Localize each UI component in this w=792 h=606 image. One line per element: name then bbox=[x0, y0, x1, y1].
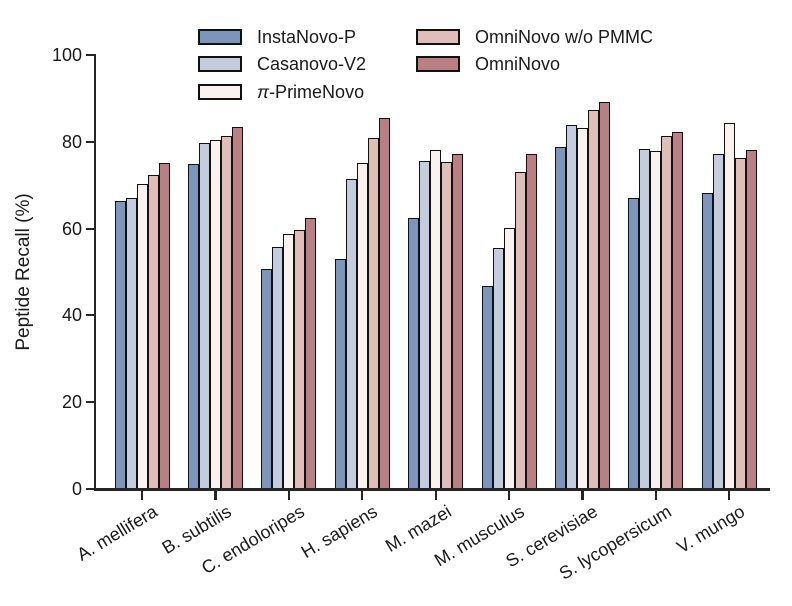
bar--primenovo bbox=[723, 123, 735, 489]
bar-instanovo-p bbox=[701, 193, 713, 489]
bar-omninovo-w-o-pmmc bbox=[147, 175, 159, 489]
y-axis-tick bbox=[86, 53, 95, 57]
x-axis-tick bbox=[507, 490, 511, 500]
bar-omninovo-w-o-pmmc bbox=[221, 135, 233, 489]
bar-omninovo-w-o-pmmc bbox=[587, 110, 599, 489]
bar--primenovo bbox=[136, 183, 148, 489]
legend-item: InstaNovo-P bbox=[198, 26, 357, 47]
bar-omninovo bbox=[158, 162, 170, 489]
legend-swatch bbox=[416, 56, 460, 73]
legend-label: Casanovo-V2 bbox=[257, 54, 367, 75]
bar-casanovo-v2 bbox=[639, 149, 651, 489]
bar-omninovo bbox=[745, 150, 757, 489]
legend-swatch bbox=[416, 28, 460, 45]
bar-instanovo-p bbox=[188, 163, 200, 489]
y-tick-label: 20 bbox=[61, 392, 82, 413]
legend-label: OmniNovo bbox=[475, 54, 561, 75]
bar-instanovo-p bbox=[481, 285, 493, 489]
bar-casanovo-v2 bbox=[272, 246, 284, 489]
x-axis-tick bbox=[581, 490, 584, 500]
bar--primenovo bbox=[430, 150, 442, 489]
bar-omninovo bbox=[232, 127, 244, 489]
legend-item: OmniNovo w/o PMMC bbox=[416, 26, 654, 47]
legend-label: π-PrimeNovo bbox=[257, 81, 365, 102]
bar-instanovo-p bbox=[261, 268, 273, 489]
x-axis-tick bbox=[654, 490, 657, 500]
legend-item: π-PrimeNovo bbox=[198, 81, 365, 102]
bar--primenovo bbox=[210, 140, 222, 489]
x-tick-label: A. mellifera bbox=[73, 501, 161, 565]
bar-instanovo-p bbox=[628, 197, 640, 489]
bar--primenovo bbox=[283, 234, 295, 489]
bar-casanovo-v2 bbox=[712, 154, 724, 489]
x-axis-line bbox=[93, 488, 770, 491]
bar--primenovo bbox=[356, 162, 368, 489]
x-axis-tick bbox=[214, 490, 217, 500]
legend-label: OmniNovo w/o PMMC bbox=[475, 26, 654, 47]
bar-casanovo-v2 bbox=[125, 198, 137, 489]
bar-casanovo-v2 bbox=[492, 248, 504, 489]
bar-omninovo-w-o-pmmc bbox=[661, 136, 673, 489]
y-axis-tick bbox=[86, 314, 95, 317]
x-axis-tick bbox=[287, 490, 291, 500]
bar--primenovo bbox=[503, 228, 515, 489]
bar--primenovo bbox=[650, 150, 662, 489]
y-axis-title: Peptide Recall (%) bbox=[13, 193, 34, 351]
bar-casanovo-v2 bbox=[565, 124, 577, 489]
bar-omninovo-w-o-pmmc bbox=[514, 172, 526, 489]
y-tick-label: 0 bbox=[71, 479, 82, 499]
y-tick-label: 80 bbox=[61, 131, 82, 152]
x-tick-label: H. sapiens bbox=[297, 501, 382, 563]
legend-label: InstaNovo-P bbox=[257, 26, 357, 47]
bar-omninovo-w-o-pmmc bbox=[294, 229, 306, 489]
bar-omninovo-w-o-pmmc bbox=[734, 157, 746, 489]
y-axis-tick bbox=[86, 401, 95, 404]
bar-omninovo bbox=[452, 153, 464, 489]
bar-omninovo bbox=[305, 218, 317, 489]
bar-instanovo-p bbox=[554, 146, 566, 489]
x-axis-tick bbox=[361, 490, 364, 500]
x-axis-tick bbox=[728, 490, 731, 500]
legend-swatch bbox=[198, 56, 242, 73]
y-axis-tick bbox=[86, 227, 95, 230]
legend-swatch bbox=[198, 28, 242, 45]
y-tick-label: 40 bbox=[61, 305, 82, 326]
bar-omninovo bbox=[525, 154, 537, 489]
bar-instanovo-p bbox=[408, 217, 420, 489]
bar-omninovo bbox=[672, 131, 684, 489]
bar-casanovo-v2 bbox=[345, 179, 357, 489]
y-tick-label: 100 bbox=[51, 45, 82, 65]
y-axis-tick bbox=[86, 140, 95, 143]
y-axis-tick bbox=[86, 487, 95, 491]
bar-omninovo-w-o-pmmc bbox=[441, 161, 453, 489]
bar-casanovo-v2 bbox=[419, 160, 431, 489]
x-tick-label: V. mungo bbox=[673, 501, 748, 558]
bar-casanovo-v2 bbox=[199, 142, 211, 489]
bar-instanovo-p bbox=[334, 258, 346, 489]
legend-swatch bbox=[198, 83, 242, 100]
bar-omninovo bbox=[378, 118, 390, 489]
x-axis-tick bbox=[434, 490, 437, 500]
y-axis-line bbox=[93, 53, 96, 491]
bar--primenovo bbox=[576, 127, 588, 489]
y-tick-label: 60 bbox=[61, 218, 82, 239]
bar-omninovo bbox=[598, 101, 610, 489]
x-axis-tick bbox=[141, 490, 144, 500]
legend-item: Casanovo-V2 bbox=[198, 54, 367, 75]
legend-item: OmniNovo bbox=[416, 54, 561, 75]
bar-instanovo-p bbox=[114, 201, 126, 489]
bar-omninovo-w-o-pmmc bbox=[367, 138, 379, 489]
